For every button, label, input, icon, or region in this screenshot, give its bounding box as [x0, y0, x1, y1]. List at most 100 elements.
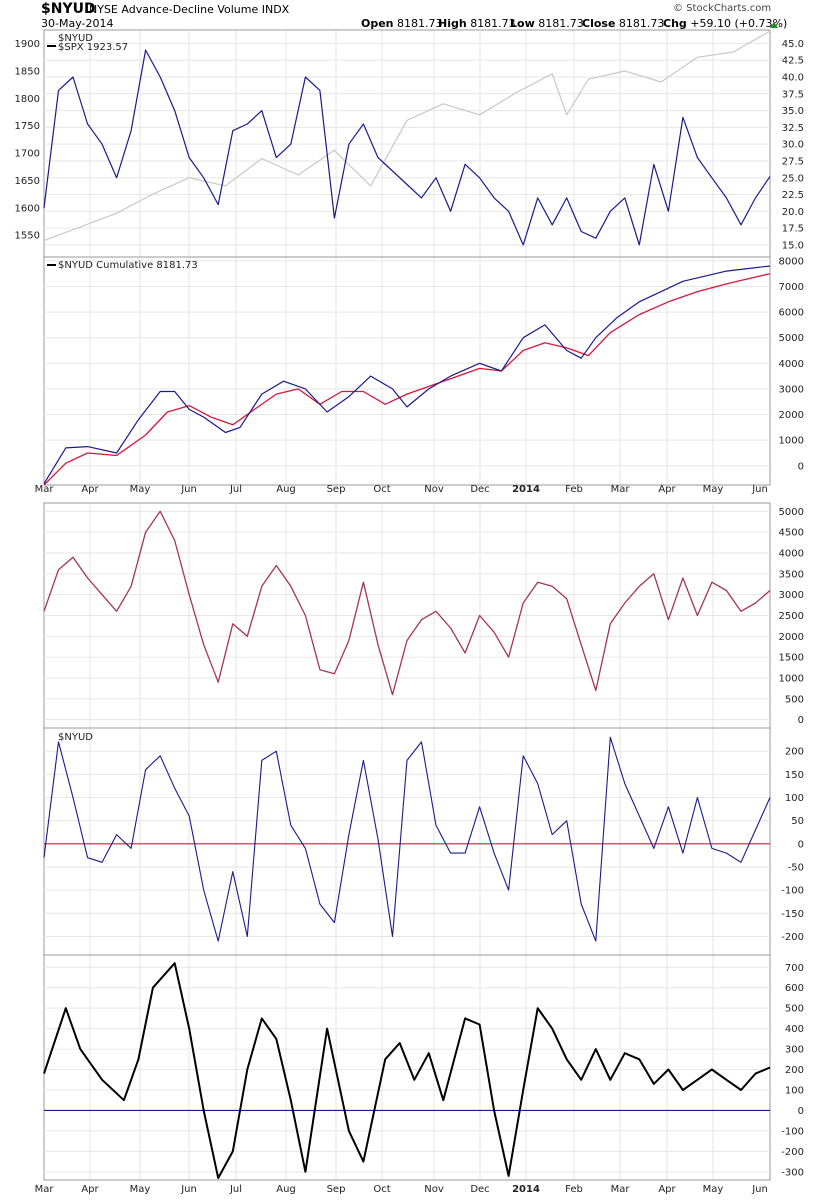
y-tick-label: 20.0 — [782, 207, 804, 218]
series-line-nyud — [43, 49, 771, 246]
x-tick-label: Oct — [373, 1184, 390, 1195]
series-line-spx — [43, 30, 771, 242]
y-tick-label: 0 — [798, 461, 804, 472]
y-tick-label: 15.0 — [782, 240, 804, 251]
y-tick-label: 45.0 — [782, 39, 804, 50]
y-tick-label: 40.0 — [782, 73, 804, 84]
x-tick-label: Apr — [81, 1184, 99, 1195]
series-line-nyudcumulative — [43, 265, 771, 485]
x-tick-label: Feb — [565, 1184, 583, 1195]
y-tick-label: 3500 — [779, 569, 804, 580]
quote-open: Open 8181.73 — [361, 17, 443, 30]
x-tick-label: Mar — [611, 1184, 631, 1195]
y-tick-label: 100 — [785, 793, 804, 804]
x-tick-label: Dec — [470, 1184, 489, 1195]
y-tick-label: 8000 — [779, 256, 804, 267]
y-tick-label: 37.5 — [782, 89, 804, 100]
y-tick-label: 27.5 — [782, 156, 804, 167]
panel-frame-2 — [43, 256, 771, 486]
y-tick-label-left: 1850 — [15, 67, 40, 78]
y-tick-label: 32.5 — [782, 123, 804, 134]
y-tick-label: 600 — [785, 983, 804, 994]
y-tick-label: 4000 — [779, 359, 804, 370]
y-tick-label-left: 1550 — [15, 231, 40, 242]
y-tick-label: -150 — [781, 909, 804, 920]
x-tick-label: Feb — [565, 484, 583, 495]
x-tick-label: Nov — [424, 484, 444, 495]
x-tick-label: Oct — [373, 484, 390, 495]
x-tick-label: Jun — [180, 484, 197, 495]
x-tick-label: Mar — [35, 484, 55, 495]
y-tick-label: 150 — [785, 770, 804, 781]
y-tick-label: 700 — [785, 963, 804, 974]
y-tick-label: 2000 — [779, 632, 804, 643]
series-line-nyud — [43, 736, 771, 942]
quote-high: High 8181.73 — [438, 17, 516, 30]
x-tick-label: Jun — [751, 484, 768, 495]
quote-change: Chg +59.10 (+0.73%) — [663, 17, 788, 30]
y-tick-label: 500 — [785, 694, 804, 705]
y-tick-label: 0 — [798, 715, 804, 726]
x-tick-label: Jun — [180, 1184, 197, 1195]
y-tick-label: 42.5 — [782, 56, 804, 67]
legend-label: $SPX 1923.57 — [58, 42, 128, 53]
x-tick-label: Aug — [276, 1184, 296, 1195]
x-tick-label: Jul — [229, 484, 242, 495]
y-tick-label: 500 — [785, 1004, 804, 1015]
y-tick-label-left: 1900 — [15, 39, 40, 50]
y-tick-label-left: 1800 — [15, 94, 40, 105]
series-line-osc1 — [43, 510, 771, 696]
legend-label: $NYUD Cumulative 8181.73 — [58, 260, 198, 271]
x-tick-label: Apr — [658, 484, 676, 495]
y-tick-label-left: 1700 — [15, 149, 40, 160]
legend-label: $NYUD — [58, 732, 93, 743]
y-tick-label: 1500 — [779, 653, 804, 664]
y-tick-label: 7000 — [779, 282, 804, 293]
y-tick-label: -50 — [788, 862, 804, 873]
x-tick-label: Aug — [276, 484, 296, 495]
y-tick-label: 22.5 — [782, 190, 804, 201]
y-tick-label-left: 1650 — [15, 176, 40, 187]
y-tick-label: -200 — [781, 932, 804, 943]
y-tick-label: 2000 — [779, 410, 804, 421]
y-tick-label: 300 — [785, 1045, 804, 1056]
series-line-osc2 — [43, 962, 771, 1179]
x-tick-label: Sep — [327, 1184, 346, 1195]
y-tick-label: 4500 — [779, 528, 804, 539]
y-tick-label: 100 — [785, 1086, 804, 1097]
y-tick-label-left: 1600 — [15, 203, 40, 214]
x-tick-label: 2014 — [512, 1184, 540, 1195]
x-tick-label: Apr — [658, 1184, 676, 1195]
copyright: © StockCharts.com — [673, 3, 772, 14]
y-tick-label: -100 — [781, 886, 804, 897]
x-tick-label: May — [130, 484, 151, 495]
symbol: $NYUD — [41, 1, 96, 17]
x-tick-label: May — [130, 1184, 151, 1195]
x-tick-label: Dec — [470, 484, 489, 495]
x-tick-label: Mar — [611, 484, 631, 495]
x-tick-label: May — [703, 1184, 724, 1195]
chart-header: $NYUD NYSE Advance-Decline Volume INDX 3… — [0, 0, 820, 30]
x-tick-label: Nov — [424, 1184, 444, 1195]
y-tick-label: 30.0 — [782, 140, 804, 151]
x-tick-label: Mar — [35, 1184, 55, 1195]
y-tick-label: -300 — [781, 1167, 804, 1178]
y-tick-label: 5000 — [779, 507, 804, 518]
quote-low: Low 8181.73 — [510, 17, 584, 30]
y-tick-label: 0 — [798, 1106, 804, 1117]
y-tick-label-left: 1750 — [15, 121, 40, 132]
y-tick-label: 3000 — [779, 384, 804, 395]
y-tick-label: 17.5 — [782, 224, 804, 235]
y-tick-label: -100 — [781, 1126, 804, 1137]
legend-label: $NYUD — [58, 33, 93, 44]
date: 30-May-2014 — [41, 17, 114, 30]
y-tick-label: 0 — [798, 839, 804, 850]
quote-close: Close 8181.73 — [582, 17, 665, 30]
x-tick-label: Apr — [81, 484, 99, 495]
change-up-icon — [770, 22, 778, 28]
x-tick-label: May — [703, 484, 724, 495]
index-name: NYSE Advance-Decline Volume INDX — [89, 3, 290, 16]
y-tick-label: 4000 — [779, 549, 804, 560]
y-tick-label: 3000 — [779, 590, 804, 601]
